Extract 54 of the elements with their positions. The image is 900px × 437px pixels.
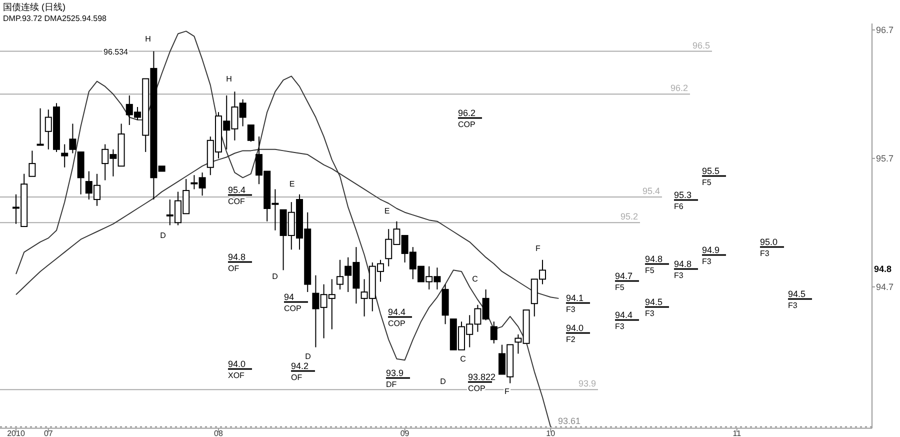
annotation: D: [272, 272, 278, 281]
x-tick-label: 11: [732, 429, 742, 437]
y-tick-label: 94.7: [876, 282, 894, 292]
annotation: H: [145, 34, 152, 44]
y-tick-label: 96.7: [876, 25, 894, 36]
annotation: F: [504, 387, 510, 396]
annotation: 94.8 OF: [228, 252, 246, 273]
annotation: 94.2 OF: [291, 361, 309, 382]
ref-line-label: 95.2: [620, 212, 638, 222]
chart-subtitle: DMP.93.72 DMA2525.94.598: [3, 14, 108, 23]
y-tick-label: 95.7: [876, 154, 894, 164]
text: 94.8: [874, 264, 892, 274]
annotation: 94.4 COP: [388, 307, 406, 328]
annotation: 94.5 F3: [788, 289, 806, 310]
ref-line-label: 96.5: [692, 40, 710, 50]
annotation: 94 COP: [284, 292, 302, 313]
annotation: E: [289, 179, 295, 188]
annotation: D: [440, 377, 446, 386]
annotation: 93.9 DF: [386, 368, 404, 389]
annotation: E: [384, 206, 390, 216]
annotation: 94.1 F3: [566, 293, 584, 314]
annotation: 94.0 F2: [566, 323, 584, 344]
x-tick-label: 08: [214, 429, 224, 437]
ref-line-label: 96.2: [670, 83, 688, 94]
annotation: F: [536, 244, 541, 253]
annotation: 94.4 F3: [615, 310, 633, 331]
annotation: 95.4 COF: [228, 185, 246, 206]
annotation: C: [460, 354, 466, 364]
annotation: C: [472, 274, 478, 284]
ref-line-label: 93.9: [578, 378, 596, 389]
annotation: 96.534: [104, 47, 129, 56]
annotation: 95.0 F3: [760, 237, 778, 258]
x-tick-label: 10: [546, 429, 556, 437]
ref-line-label: 95.4: [642, 186, 660, 196]
x-tick-label: 2010: [7, 429, 26, 437]
annotation: 94.5 F3: [645, 297, 663, 318]
chart-title: 国债连续 (日线): [3, 2, 66, 12]
candlestick: [69, 123, 76, 154]
annotation: 93.822 COP: [468, 372, 496, 393]
annotation: H: [226, 74, 232, 84]
annotation: D: [305, 352, 312, 361]
ref-line-label: 93.61: [558, 416, 581, 426]
annotation: 94.0 XOF: [228, 359, 246, 380]
annotation: D: [160, 231, 166, 240]
annotation: 95.3 F6: [674, 190, 692, 211]
x-tick-label: 07: [44, 429, 54, 437]
annotation: 96.2 COP: [458, 108, 476, 129]
annotation: 95.5 F5: [702, 166, 720, 187]
annotation: 94.8 F5: [645, 254, 663, 275]
annotation: 94.9 F3: [702, 245, 720, 266]
candlestick: [61, 144, 68, 168]
x-tick-label: 09: [400, 429, 410, 437]
annotation: 94.8 F3: [674, 259, 692, 280]
annotation: 94.7 F5: [615, 271, 633, 292]
